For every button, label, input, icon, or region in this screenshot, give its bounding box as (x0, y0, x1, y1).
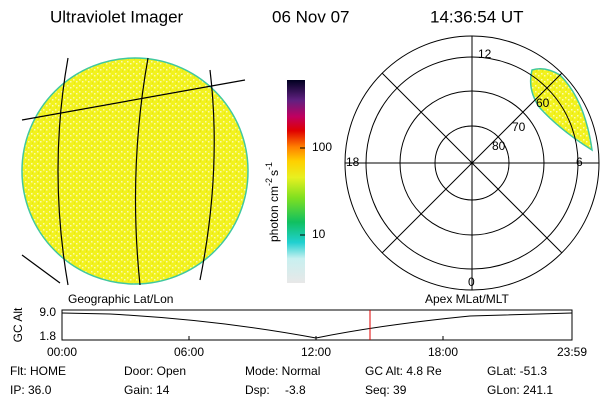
mlt-label: 6 (576, 155, 583, 169)
date: 06 Nov 07 (272, 7, 350, 26)
colorbar-label: photon cm-2 s-1 (264, 162, 281, 242)
unit: photon cm (267, 186, 281, 242)
polar-plot: 12 18 6 0 80 70 60 (344, 35, 600, 291)
y-tick-label: 1.8 (39, 329, 56, 343)
unit: s (267, 170, 281, 176)
x-tick-label: 12:00 (301, 345, 331, 359)
x-tick-label: 00:00 (47, 345, 77, 359)
colorbar: 100 10 photon cm-2 s-1 (264, 80, 332, 283)
lat-label: 70 (512, 120, 526, 134)
x-tick-label: 18:00 (428, 345, 458, 359)
uv-image (21, 57, 249, 286)
exponent: -2 (264, 178, 274, 186)
status-field: GLat: -51.3 (487, 364, 547, 378)
y-label: GC Alt (11, 307, 25, 342)
lat-label: 60 (536, 96, 550, 110)
caption: Geographic Lat/Lon (68, 292, 173, 306)
altitude-panel: Geographic Lat/Lon Apex MLat/MLT GC Alt … (11, 292, 587, 359)
status-field: -3.8 (285, 383, 306, 397)
status-field: GLon: 241.1 (487, 383, 553, 397)
status-field: GC Alt: 4.8 Re (365, 364, 442, 378)
status-field: Flt: HOME (10, 364, 66, 378)
title: Ultraviolet Imager (50, 7, 184, 26)
status-field: Door: Open (124, 364, 186, 378)
caption: Apex MLat/MLT (425, 292, 509, 306)
status-field: Seq: 39 (365, 383, 407, 397)
status-bar: Flt: HOME Door: Open Mode: Normal GC Alt: 4… (10, 364, 553, 397)
mlt-label: 12 (478, 47, 492, 61)
status-field: Gain: 14 (124, 383, 170, 397)
status-field: Mode: Normal (245, 364, 320, 378)
colorbar-tick: 100 (312, 140, 332, 154)
colorbar-tick: 10 (312, 227, 326, 241)
y-tick-label: 9.0 (39, 305, 56, 319)
exponent: -1 (264, 162, 274, 170)
x-tick-label: 23:59 (557, 345, 587, 359)
status-field: Dsp: (245, 383, 270, 397)
status-field: IP: 36.0 (10, 383, 52, 397)
mlt-label: 0 (468, 275, 475, 289)
x-tick-label: 06:00 (174, 345, 204, 359)
lat-label: 80 (492, 139, 506, 153)
mlt-label: 18 (346, 155, 360, 169)
time: 14:36:54 UT (430, 7, 524, 26)
